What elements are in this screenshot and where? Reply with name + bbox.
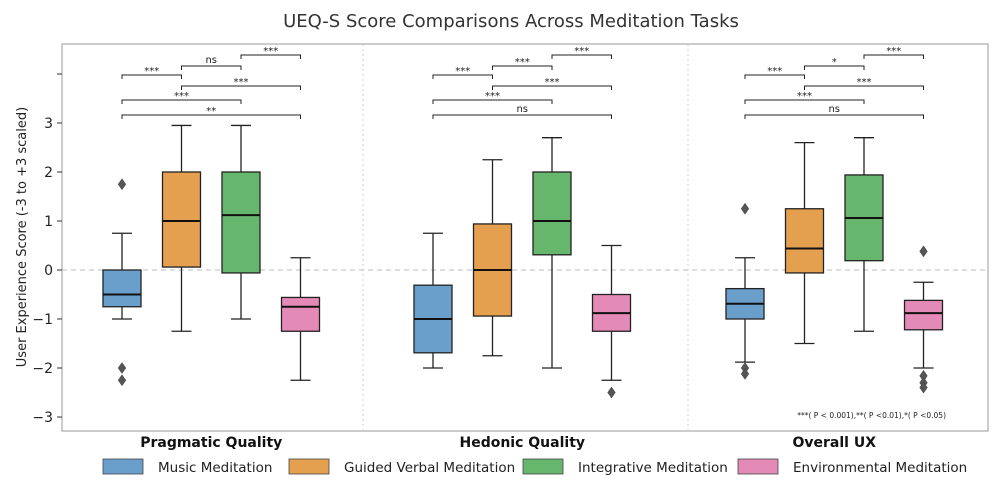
outlier-point — [919, 245, 928, 258]
significance-label: *** — [485, 91, 500, 102]
significance-bracket — [492, 85, 612, 90]
significance-label: *** — [174, 91, 189, 102]
outlier-point — [607, 386, 616, 399]
box — [161, 171, 202, 268]
y-tick-label: −3 — [32, 410, 53, 426]
box — [532, 171, 572, 256]
legend-swatch — [288, 458, 330, 475]
significance-label: ** — [206, 106, 216, 117]
y-tick-label: −2 — [32, 361, 53, 377]
significance-layer: ***ns**************************ns*******… — [121, 46, 924, 119]
y-tick-label: 0 — [44, 263, 53, 279]
significance-bracket — [432, 99, 553, 104]
outlier-point — [740, 367, 750, 380]
y-axis-label: User Experience Score (-3 to +3 scaled) — [15, 107, 30, 367]
outlier-point — [117, 362, 127, 374]
significance-label: *** — [574, 46, 589, 57]
significance-label: *** — [144, 66, 159, 77]
legend: Music Meditation Guided Verbal Meditation… — [102, 458, 967, 476]
box — [221, 171, 261, 274]
y-tick-label: 1 — [44, 214, 53, 230]
significance-label: *** — [515, 57, 530, 68]
category-label: Pragmatic Quality — [140, 435, 282, 451]
y-tick-label: 2 — [44, 165, 53, 181]
category-label: Hedonic Quality — [459, 435, 585, 451]
legend-swatch — [737, 458, 779, 475]
significance-bracket — [804, 65, 865, 70]
plot-frame — [61, 43, 989, 432]
significance-bracket — [121, 74, 182, 79]
box-layer — [102, 124, 944, 399]
significance-label: *** — [886, 46, 901, 57]
legend-swatch — [102, 458, 144, 475]
outlier-point — [919, 381, 928, 394]
significance-bracket — [744, 114, 924, 119]
box — [903, 299, 944, 331]
outlier-point — [117, 178, 127, 191]
significance-bracket — [804, 85, 924, 90]
significance-label: *** — [455, 66, 470, 77]
significance-label: *** — [797, 91, 812, 102]
chart-title: UEQ-S Score Comparisons Across Meditatio… — [283, 11, 739, 32]
significance-label: *** — [767, 66, 782, 77]
y-tick-label: 3 — [44, 116, 53, 132]
legend-swatch — [522, 458, 564, 475]
outlier-point — [740, 202, 750, 215]
grid-layer — [62, 44, 988, 431]
significance-label: * — [832, 57, 837, 68]
box — [784, 208, 825, 274]
significance-bracket — [744, 74, 805, 79]
category-label: Overall UX — [792, 435, 876, 451]
significance-bracket — [121, 114, 301, 119]
axis-layer: 3 2 1 0 −1 −2 −3 Pragmatic Quality Hedonic Quali… — [32, 73, 876, 451]
significance-label: ns — [516, 104, 528, 115]
legend-label: Music Meditation — [158, 460, 272, 476]
legend-label: Guided Verbal Meditation — [344, 460, 515, 476]
significance-label: ns — [205, 55, 217, 66]
significance-bracket — [240, 54, 301, 59]
legend-label: Integrative Meditation — [578, 460, 728, 476]
significance-bracket — [432, 74, 493, 79]
significance-label: *** — [234, 77, 249, 88]
significance-label: *** — [263, 46, 278, 57]
legend-label: Environmental Meditation — [793, 460, 967, 476]
box — [102, 269, 142, 308]
y-tick-label: −1 — [32, 312, 53, 328]
significance-bracket — [744, 99, 865, 104]
significance-label: *** — [857, 77, 872, 88]
significance-bracket — [181, 65, 242, 70]
significance-bracket — [181, 85, 301, 90]
outlier-point — [117, 374, 127, 387]
significance-bracket — [551, 54, 612, 59]
significance-bracket — [492, 65, 553, 70]
significance-bracket — [121, 99, 242, 104]
significance-bracket — [863, 54, 924, 59]
significance-label: ns — [828, 104, 840, 115]
box — [280, 296, 321, 332]
significance-label: *** — [545, 77, 560, 88]
significance-note: ***( P < 0.001),**( P <0.01),*( P <0.05) — [797, 411, 946, 420]
significance-bracket — [432, 114, 612, 119]
